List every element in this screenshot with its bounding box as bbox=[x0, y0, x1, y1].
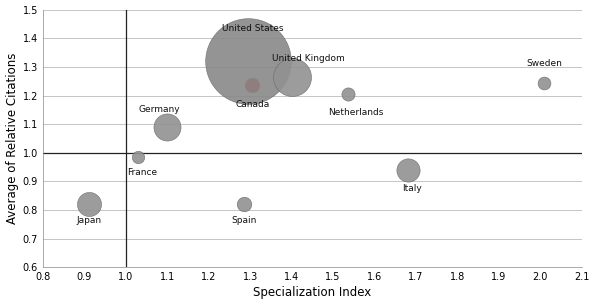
Point bbox=[343, 92, 352, 96]
Text: Spain: Spain bbox=[231, 216, 256, 225]
Text: Japan: Japan bbox=[76, 216, 101, 225]
Point bbox=[540, 80, 549, 85]
Y-axis label: Average of Relative Citations: Average of Relative Citations bbox=[5, 53, 18, 224]
Text: Sweden: Sweden bbox=[527, 59, 562, 69]
Text: Netherlands: Netherlands bbox=[328, 108, 384, 117]
Point bbox=[403, 167, 412, 172]
Point bbox=[243, 59, 253, 63]
X-axis label: Specialization Index: Specialization Index bbox=[253, 286, 371, 300]
Text: Italy: Italy bbox=[402, 184, 422, 193]
Point bbox=[248, 83, 257, 88]
Text: France: France bbox=[127, 168, 158, 178]
Point bbox=[162, 124, 172, 129]
Point bbox=[84, 202, 93, 207]
Point bbox=[133, 155, 143, 160]
Point bbox=[239, 202, 249, 207]
Text: United Kingdom: United Kingdom bbox=[272, 54, 345, 63]
Text: Germany: Germany bbox=[138, 105, 180, 114]
Text: United States: United States bbox=[221, 24, 283, 33]
Point bbox=[287, 74, 296, 79]
Text: Canada: Canada bbox=[235, 100, 270, 109]
